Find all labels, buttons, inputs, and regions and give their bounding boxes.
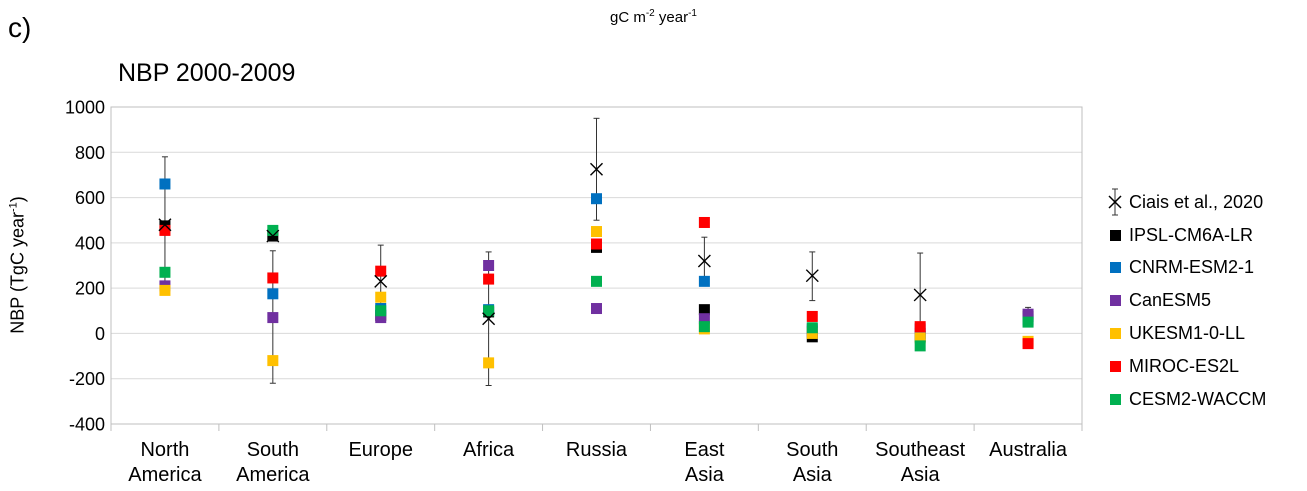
data-point-square [267, 272, 279, 284]
data-point-square [267, 312, 279, 324]
x-tick-label: Russia [566, 439, 628, 461]
x-tick-label: South Asia [786, 439, 838, 486]
data-point-square [1022, 316, 1034, 328]
data-point-square [375, 291, 387, 303]
units-base: gC m [609, 9, 646, 26]
chart-title: NBP 2000-2009 [118, 59, 296, 87]
data-point-square [591, 303, 602, 315]
y-tick-label: -400 [69, 415, 105, 435]
reference-cross [266, 229, 280, 243]
plot-frame [110, 106, 1083, 425]
reference-cross [482, 312, 496, 326]
data-point-square [806, 322, 818, 334]
data-point-square [591, 275, 602, 287]
legend-item-series: CanESM5 [1104, 284, 1266, 317]
legend-item-series: CNRM-ESM2-1 [1104, 252, 1266, 285]
legend: Ciais et al., 2020 IPSL-CM6A-LR CNRM-ESM… [1104, 186, 1266, 416]
x-tick-label: Africa [463, 439, 515, 461]
data-point-square [267, 288, 279, 300]
data-point-square [698, 275, 710, 287]
legend-cross-errorbar-icon [1104, 188, 1126, 216]
data-point-square [698, 321, 710, 333]
units-exponent-1: -2 [645, 8, 655, 19]
units-label: gC m-2 year-1 [0, 8, 1307, 26]
y-tick-label: 200 [75, 279, 105, 299]
legend-label-series: UKESM1-0-LL [1129, 323, 1246, 344]
data-point-square [806, 327, 818, 339]
data-point-square [375, 265, 387, 277]
units-mid: year [654, 9, 689, 26]
y-tick-label: 1000 [65, 98, 105, 118]
y-tick-label: 600 [75, 188, 105, 208]
data-point-square [159, 266, 171, 278]
data-point-square [591, 238, 602, 250]
data-point-square [1022, 308, 1034, 320]
legend-square-icon [1109, 229, 1121, 241]
y-axis-label-suffix: ) [7, 196, 28, 203]
legend-square-icon [1109, 360, 1121, 372]
legend-label-series: CanESM5 [1129, 290, 1212, 311]
legend-label-series: IPSL-CM6A-LR [1129, 224, 1254, 245]
data-point-square [159, 178, 171, 190]
legend-item-series: UKESM1-0-LL [1104, 317, 1266, 350]
x-tick-label: North America [128, 439, 202, 486]
data-point-square [914, 340, 926, 352]
y-tick-label: 0 [95, 324, 105, 344]
data-point-square [591, 226, 602, 238]
data-point-square [375, 305, 387, 317]
data-point-square [698, 313, 710, 325]
units-exponent-2: -1 [688, 8, 697, 19]
y-axis-label-prefix: NBP (TgC year [7, 212, 28, 334]
data-point-square [159, 224, 171, 236]
legend-item-reference: Ciais et al., 2020 [1104, 186, 1266, 219]
reference-cross [158, 218, 172, 232]
legend-item-series: CESM2-WACCM [1104, 383, 1266, 416]
x-tick-label: East Asia [684, 439, 724, 486]
legend-square-icon [1109, 262, 1121, 274]
legend-label-series: CNRM-ESM2-1 [1129, 257, 1255, 278]
legend-label-reference: Ciais et al., 2020 [1129, 191, 1264, 212]
data-point-square [483, 357, 495, 369]
x-tick-label: South America [236, 439, 310, 486]
x-tick-label: Australia [989, 439, 1068, 461]
y-axis-label-exponent: -1 [7, 202, 20, 213]
legend-square-icon [1109, 393, 1121, 405]
data-point-square [1022, 338, 1034, 350]
reference-cross [374, 274, 388, 288]
reference-cross [697, 254, 711, 268]
legend-square-icon [1109, 295, 1121, 307]
y-tick-label: -200 [69, 369, 105, 389]
data-point-square [698, 304, 710, 316]
reference-cross [805, 269, 819, 283]
y-axis-label: NBP (TgC year-1) [8, 196, 29, 333]
y-tick-label: 400 [75, 233, 105, 253]
data-point-square [483, 273, 495, 285]
reference-cross [913, 288, 927, 302]
data-point-square [806, 310, 818, 322]
legend-square-icon [1109, 328, 1121, 340]
legend-item-series: IPSL-CM6A-LR [1104, 219, 1266, 252]
data-point-square [591, 193, 602, 205]
data-point-square [159, 284, 171, 296]
legend-label-series: CESM2-WACCM [1129, 388, 1267, 409]
data-point-square [698, 216, 710, 228]
data-point-square [914, 332, 926, 344]
y-tick-label: 800 [75, 143, 105, 163]
x-tick-label: Europe [348, 439, 413, 461]
data-point-square [483, 305, 495, 317]
data-point-square [375, 312, 387, 324]
x-tick-label: Southeast Asia [875, 439, 966, 486]
legend-item-series: MIROC-ES2L [1104, 350, 1266, 383]
panel-label: c) [8, 12, 32, 43]
reference-cross [590, 162, 603, 176]
data-point-square [267, 224, 279, 236]
legend-label-series: MIROC-ES2L [1129, 355, 1240, 376]
data-point-square [483, 260, 495, 271]
data-point-square [267, 355, 279, 367]
data-point-square [914, 321, 926, 333]
